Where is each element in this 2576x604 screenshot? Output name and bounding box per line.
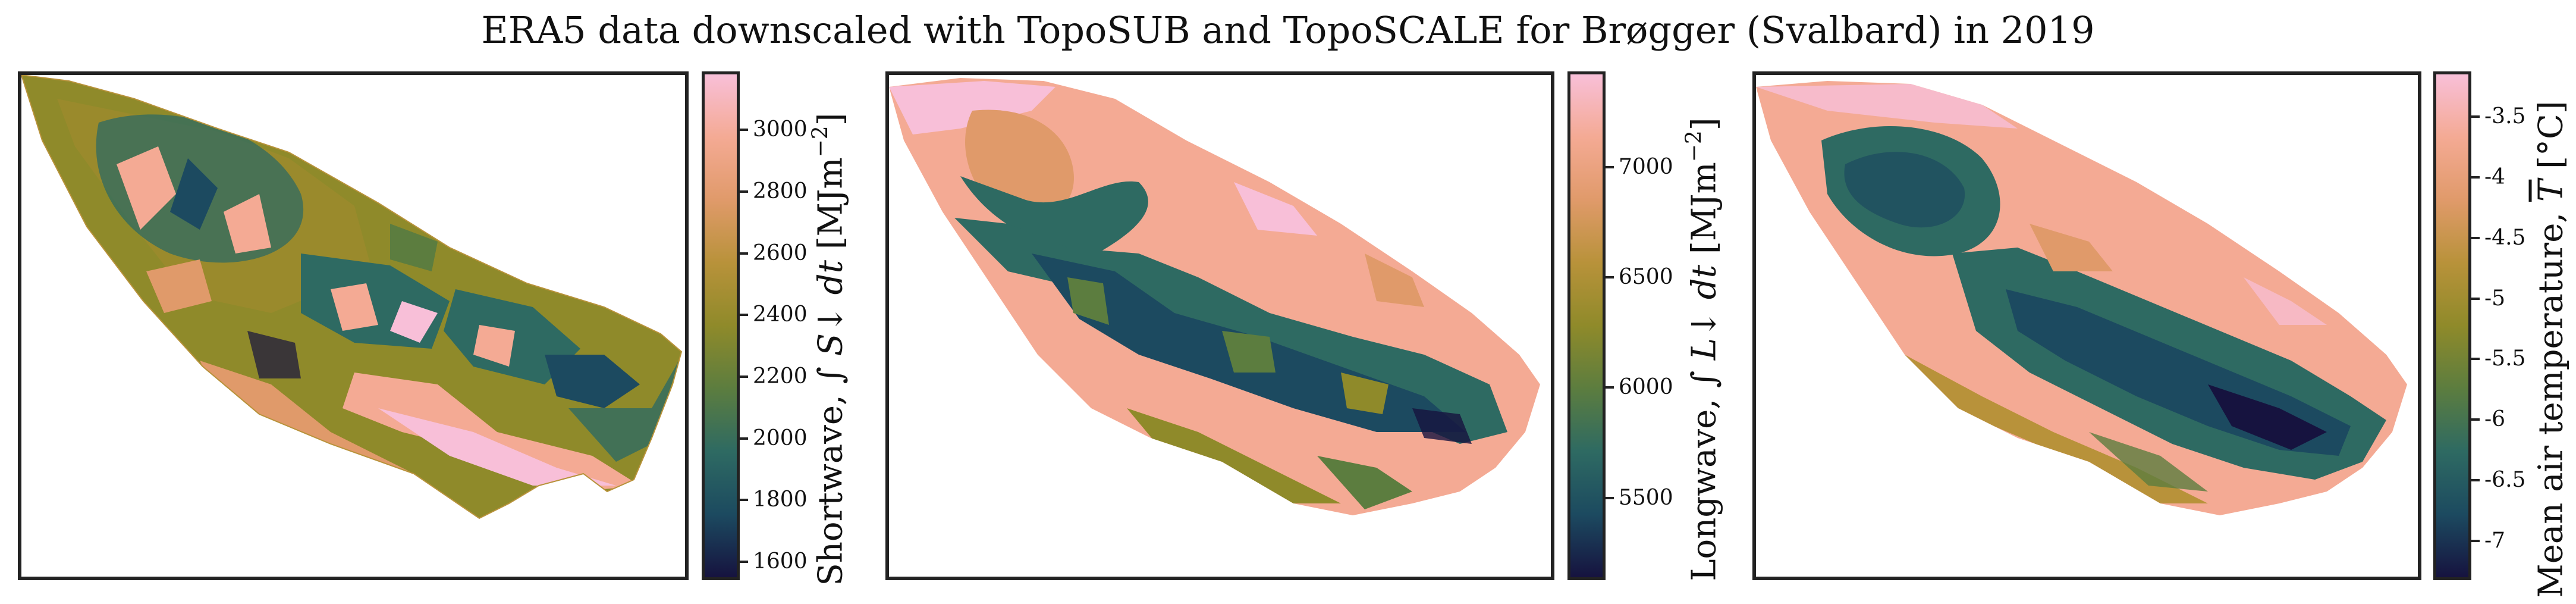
shortwave-colorbar-tick-mark <box>740 314 748 317</box>
shortwave-colorbar-tick-label: 2000 <box>753 425 808 450</box>
longwave-colorbar-tick-mark <box>1606 386 1614 389</box>
shortwave-colorbar-tick-mark <box>740 252 748 255</box>
temperature-colorbar-tick-mark <box>2471 115 2480 118</box>
longwave-colorbar-tick-mark <box>1606 276 1614 278</box>
shortwave-colorbar-tick-label: 1600 <box>753 549 808 574</box>
temperature-colorbar-tick-label: -5.5 <box>2484 346 2526 371</box>
temperature-colorbar-tick-label: -5 <box>2484 286 2506 311</box>
longwave-map <box>889 78 1540 515</box>
shortwave-colorbar-tick-label: 2600 <box>753 240 808 265</box>
temperature-colorbar-label: Mean air temperature, T [°C] <box>2531 101 2571 598</box>
longwave-colorbar-tick-label: 7000 <box>1619 154 1673 179</box>
temperature-colorbar-tick-mark <box>2471 176 2480 179</box>
temperature-map <box>1756 81 2407 515</box>
longwave-colorbar-tick-label: 5500 <box>1619 485 1673 510</box>
longwave-map-panel <box>885 71 1554 580</box>
shortwave-domain-outline <box>21 75 683 519</box>
temperature-colorbar-tick-mark <box>2471 418 2480 421</box>
temperature-raster <box>1756 81 2407 515</box>
shortwave-colorbar-tick-mark <box>740 499 748 502</box>
temperature-colorbar-tick-mark <box>2471 539 2480 542</box>
shortwave-colorbar-tick-label: 3000 <box>753 117 808 142</box>
temperature-colorbar <box>2433 71 2471 580</box>
figure-title: ERA5 data downscaled with TopoSUB and To… <box>481 8 2095 52</box>
longwave-colorbar-tick-mark <box>1606 496 1614 499</box>
shortwave-colorbar-tick-label: 2200 <box>753 364 808 389</box>
shortwave-map-panel <box>18 71 689 580</box>
temperature-colorbar-tick-label: -3.5 <box>2484 104 2526 129</box>
shortwave-colorbar-tick-label: 1800 <box>753 487 808 512</box>
shortwave-map <box>21 75 683 519</box>
temperature-colorbar-tick-mark <box>2471 297 2480 300</box>
temperature-colorbar-tick-mark <box>2471 479 2480 482</box>
shortwave-colorbar-tick-label: 2800 <box>753 179 808 204</box>
shortwave-raster <box>21 75 681 518</box>
longwave-colorbar-label: Longwave, ∫ L↓ dt [MJm−2] <box>1682 117 1724 581</box>
temperature-colorbar-tick-label: -4 <box>2484 165 2506 190</box>
shortwave-colorbar-label: Shortwave, ∫ S↓ dt [MJm−2] <box>808 112 850 586</box>
longwave-colorbar-tick-label: 6500 <box>1619 264 1673 289</box>
longwave-colorbar <box>1567 71 1606 580</box>
temperature-colorbar-tick-label: -4.5 <box>2484 225 2526 250</box>
temperature-colorbar-tick-mark <box>2471 358 2480 361</box>
longwave-colorbar-tick-label: 6000 <box>1619 375 1673 400</box>
shortwave-colorbar-tick-mark <box>740 437 748 440</box>
temperature-colorbar-tick-label: -7 <box>2484 528 2506 553</box>
shortwave-colorbar-tick-mark <box>740 129 748 132</box>
temperature-colorbar-tick-mark <box>2471 236 2480 239</box>
shortwave-colorbar-tick-label: 2400 <box>753 302 808 327</box>
shortwave-colorbar <box>702 71 740 580</box>
shortwave-colorbar-tick-mark <box>740 375 748 378</box>
longwave-raster <box>889 78 1540 515</box>
shortwave-colorbar-tick-mark <box>740 561 748 564</box>
longwave-colorbar-tick-mark <box>1606 165 1614 168</box>
shortwave-colorbar-tick-mark <box>740 190 748 193</box>
temperature-colorbar-tick-label: -6.5 <box>2484 468 2526 493</box>
temperature-map-panel <box>1752 71 2421 580</box>
temperature-colorbar-tick-label: -6 <box>2484 407 2506 432</box>
